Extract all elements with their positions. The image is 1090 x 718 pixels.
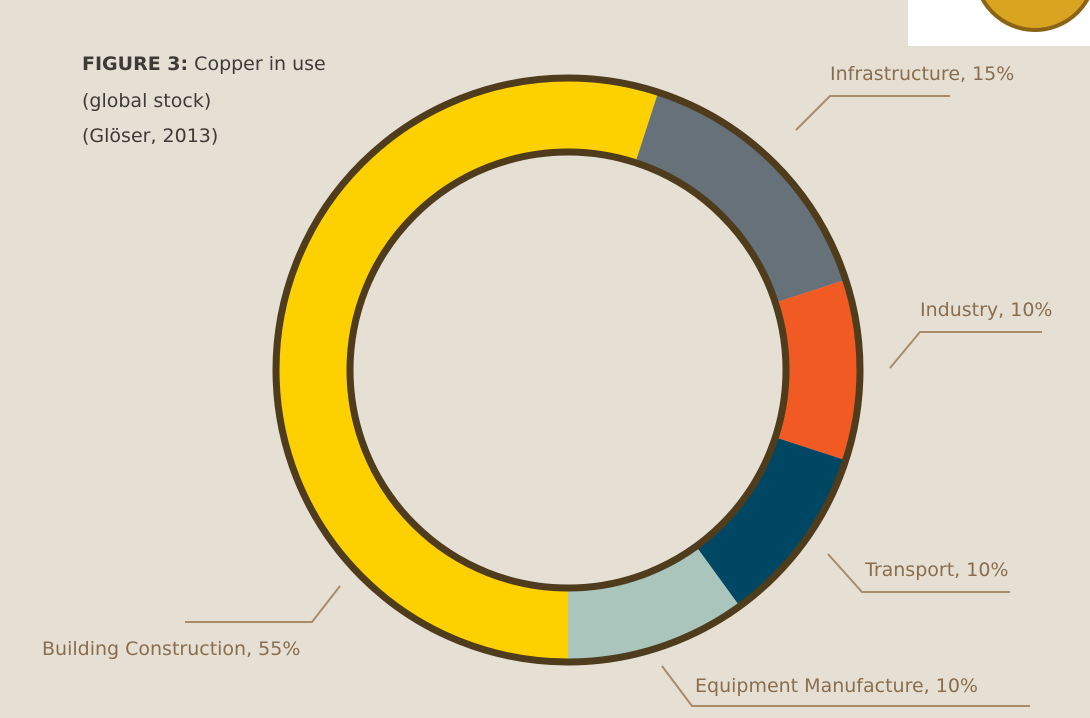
slice (775, 279, 860, 461)
chart-title: FIGURE 3: Copper in use (82, 53, 326, 75)
leader-line (661, 665, 1030, 707)
outer-ring (272, 74, 864, 666)
title-text: Copper in use (194, 53, 326, 75)
title-prefix: FIGURE 3: (82, 53, 188, 75)
slice-label: Equipment Manufacture, 10% (695, 675, 978, 697)
labels: Building Construction, 55% Infrastructure… (42, 63, 1052, 707)
slice-label: Industry, 10% (920, 299, 1052, 321)
slice (635, 92, 846, 303)
leader-line (795, 95, 950, 131)
inner-ring (346, 148, 790, 592)
subtitle: (Glöser, 2013) (82, 125, 218, 147)
slice-label: Transport, 10% (864, 559, 1008, 581)
slice (568, 546, 740, 662)
leader-line (827, 553, 1010, 593)
slice (696, 437, 846, 607)
coin-icon (980, 0, 1090, 32)
slice-label: Infrastructure, 15% (830, 63, 1014, 85)
leader-line (889, 331, 1042, 369)
donut (272, 74, 864, 666)
slice (275, 77, 659, 662)
subtitle: (global stock) (82, 90, 211, 112)
slice-label: Building Construction, 55% (42, 638, 300, 660)
leader-line (185, 585, 341, 623)
